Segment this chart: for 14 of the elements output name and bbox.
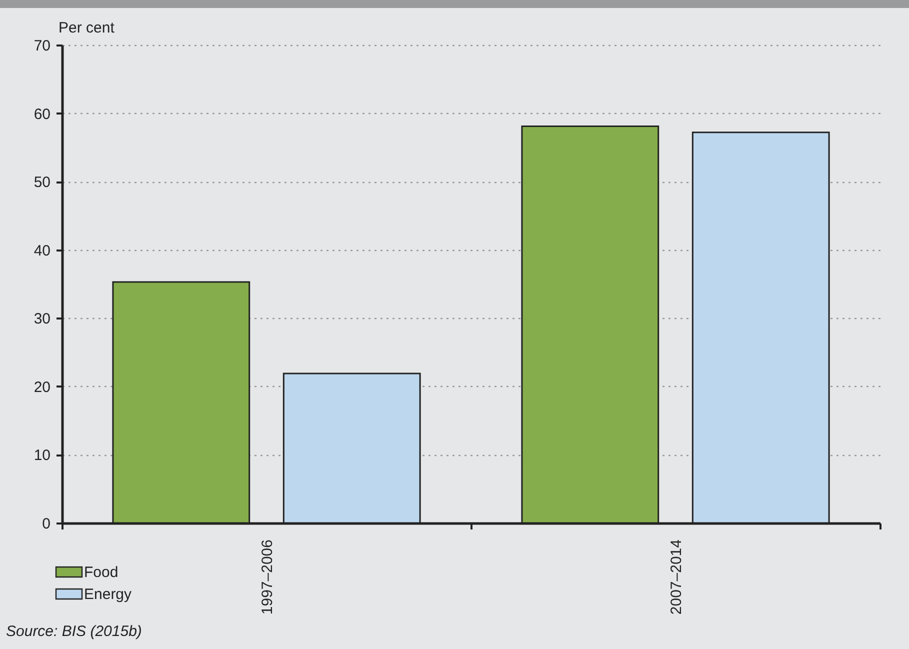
x-tick-label: 1997–2006 bbox=[259, 540, 276, 615]
y-tick-label: 50 bbox=[34, 174, 50, 192]
source-note: Source: BIS (2015b) bbox=[5, 623, 143, 640]
y-tick-label: 20 bbox=[34, 378, 50, 396]
y-tick-label: 0 bbox=[42, 516, 50, 532]
x-tick-label: 2007–2014 bbox=[668, 540, 685, 615]
y-tick-label: 70 bbox=[34, 38, 50, 54]
y-tick-label: 10 bbox=[34, 447, 50, 464]
y-tick-label: 40 bbox=[34, 242, 50, 260]
legend-label: Energy bbox=[84, 586, 132, 603]
y-axis-title: Per cent bbox=[58, 20, 116, 36]
legend-label: Food bbox=[84, 564, 118, 581]
y-tick-label: 30 bbox=[34, 310, 50, 328]
y-tick-label: 60 bbox=[34, 106, 50, 123]
